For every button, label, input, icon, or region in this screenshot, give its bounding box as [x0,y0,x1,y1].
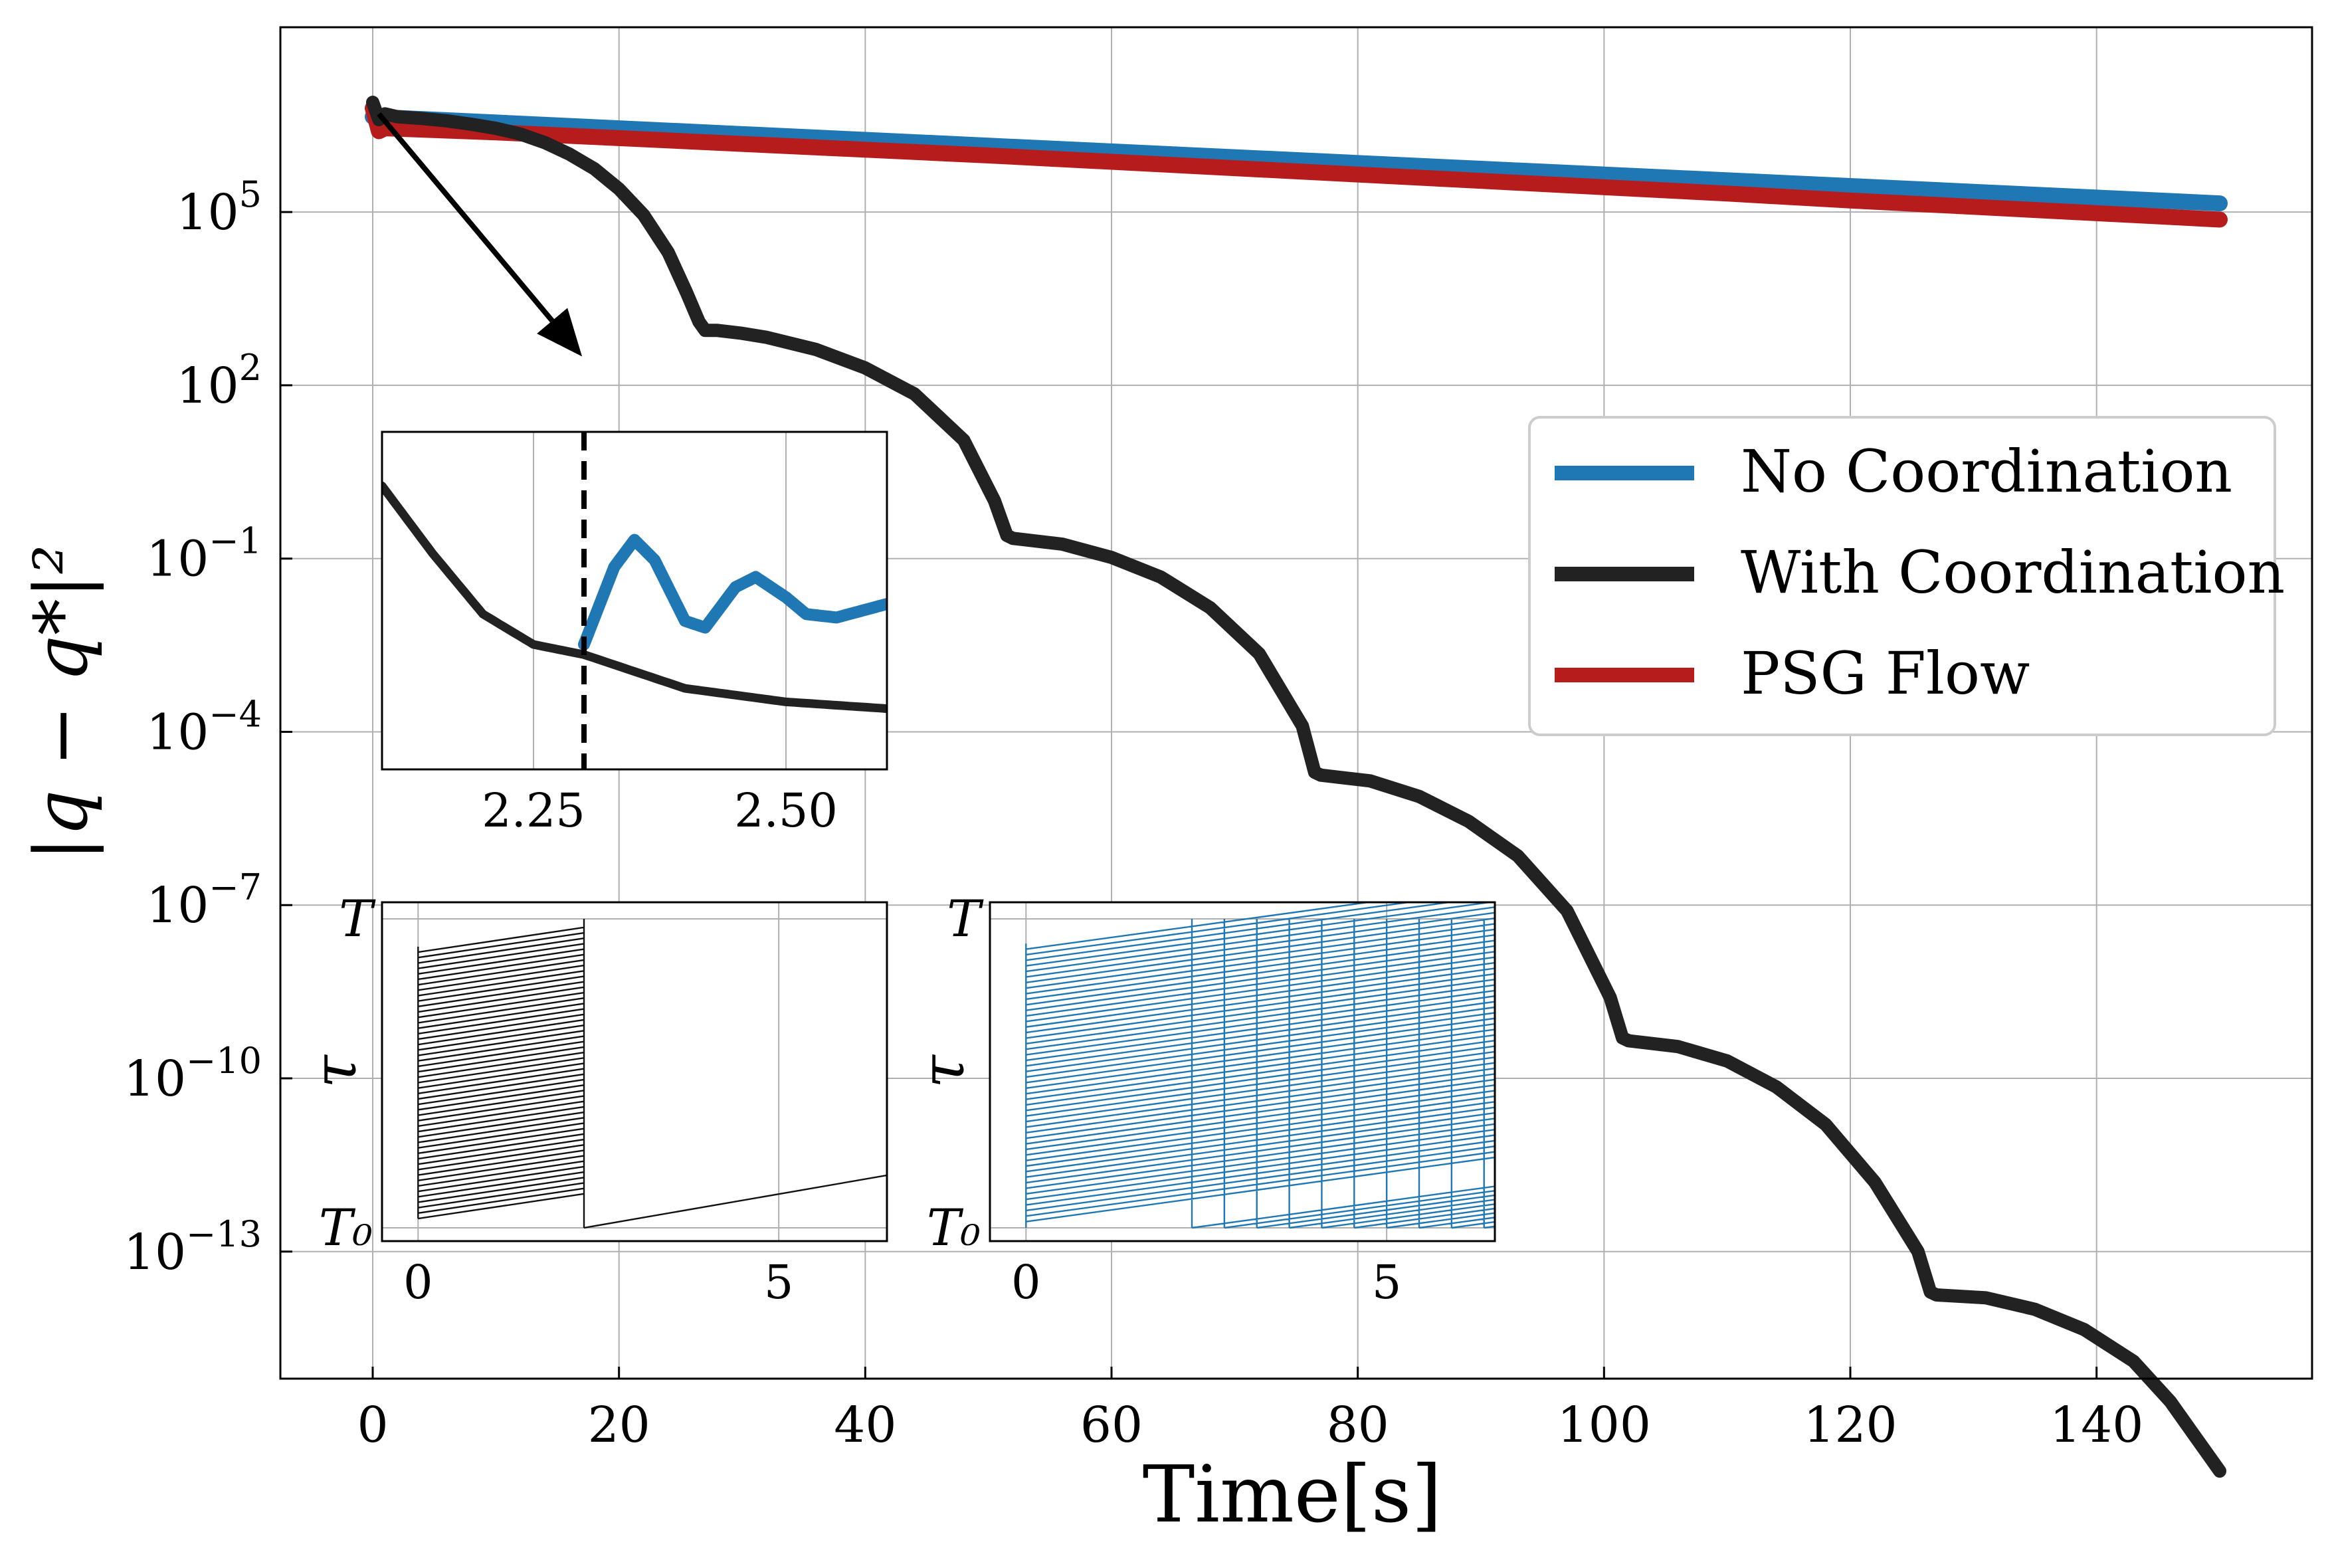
y-tick-label: 105 [176,173,262,241]
y-tick-exponent: −10 [186,1040,262,1082]
series-line-no-coordination [365,108,2228,212]
y-tick-exponent: 2 [239,347,262,389]
x-tick-label: 120 [1803,1397,1897,1454]
zoom-arrow [377,112,583,357]
legend-label: With Coordination [1741,538,2285,607]
x-tick-label: 80 [1327,1397,1389,1454]
x-tick-label: 40 [834,1397,896,1454]
y-tick-label: 10−4 [146,693,262,761]
y-tick-label: 10−10 [124,1040,262,1108]
y-tick-exponent: −4 [209,693,262,735]
timer-x-tick-label: 0 [403,1255,433,1310]
timer-x-tick-label: 5 [1372,1255,1402,1310]
zoom-series-line [382,481,887,714]
x-tick-label: 0 [357,1397,388,1454]
timer-y-axis-label: τ [908,1054,978,1088]
y-tick-exponent: 5 [239,173,262,215]
y-tick-exponent: −7 [209,866,262,908]
timer-inset-frame [381,901,888,1242]
zoom-inset-frame [381,431,888,771]
legend-label: No Coordination [1741,437,2232,506]
timer-x-tick-label: 5 [764,1255,794,1310]
timer-y-tick-label: T [947,889,984,948]
zoom-x-tick-label: 2.50 [734,783,838,838]
series-line-with-coordination [366,96,2226,1478]
y-tick-label: 10−7 [146,866,262,934]
zoom-inset-bg [382,432,887,769]
timer-inset-unsynced: 0 5 T T₀ τ [908,889,1496,1310]
arrow-head [537,308,583,357]
y-tick-label: 102 [176,347,262,415]
legend: No Coordination With Coordination PSG Flow [1528,416,2285,736]
zoom-series-line [578,534,887,650]
y-axis-label: |q − q*|² [19,545,104,861]
timer-lines [1025,902,1495,1229]
zoom-x-tick-label: 2.25 [482,783,585,838]
legend-box [1528,416,2276,736]
timer-inset-frame [989,901,1496,1242]
timer-y-tick-label: T [339,889,376,948]
y-tick-label: 10−1 [146,520,262,588]
timer-y-tick-label: T₀ [927,1198,981,1257]
legend-label: PSG Flow [1741,639,2030,708]
x-tick-label: 60 [1080,1397,1143,1454]
main-series [365,96,2228,1478]
timer-trajectories [417,919,887,1229]
timer-y-axis-label: τ [300,1054,370,1088]
timer-x-tick-label: 0 [1011,1255,1041,1310]
x-tick-label: 20 [588,1397,650,1454]
timer-lines [417,919,887,1229]
timer-trajectories [1025,902,1495,1229]
x-tick-label: 100 [1557,1397,1651,1454]
x-axis-label: Time[s] [1143,1448,1442,1540]
x-tick-label: 140 [2050,1397,2143,1454]
timer-y-tick-label: T₀ [319,1198,373,1257]
y-tick-exponent: −13 [186,1213,262,1255]
zoom-inset: 2.25 2.50 [381,431,888,838]
y-tick-label: 10−13 [124,1213,262,1281]
arrow-shaft [377,112,555,323]
y-tick-exponent: −1 [209,520,262,562]
timer-inset-synced: 0 5 T T₀ τ [300,889,888,1310]
main-axes-frame [279,26,2313,1380]
